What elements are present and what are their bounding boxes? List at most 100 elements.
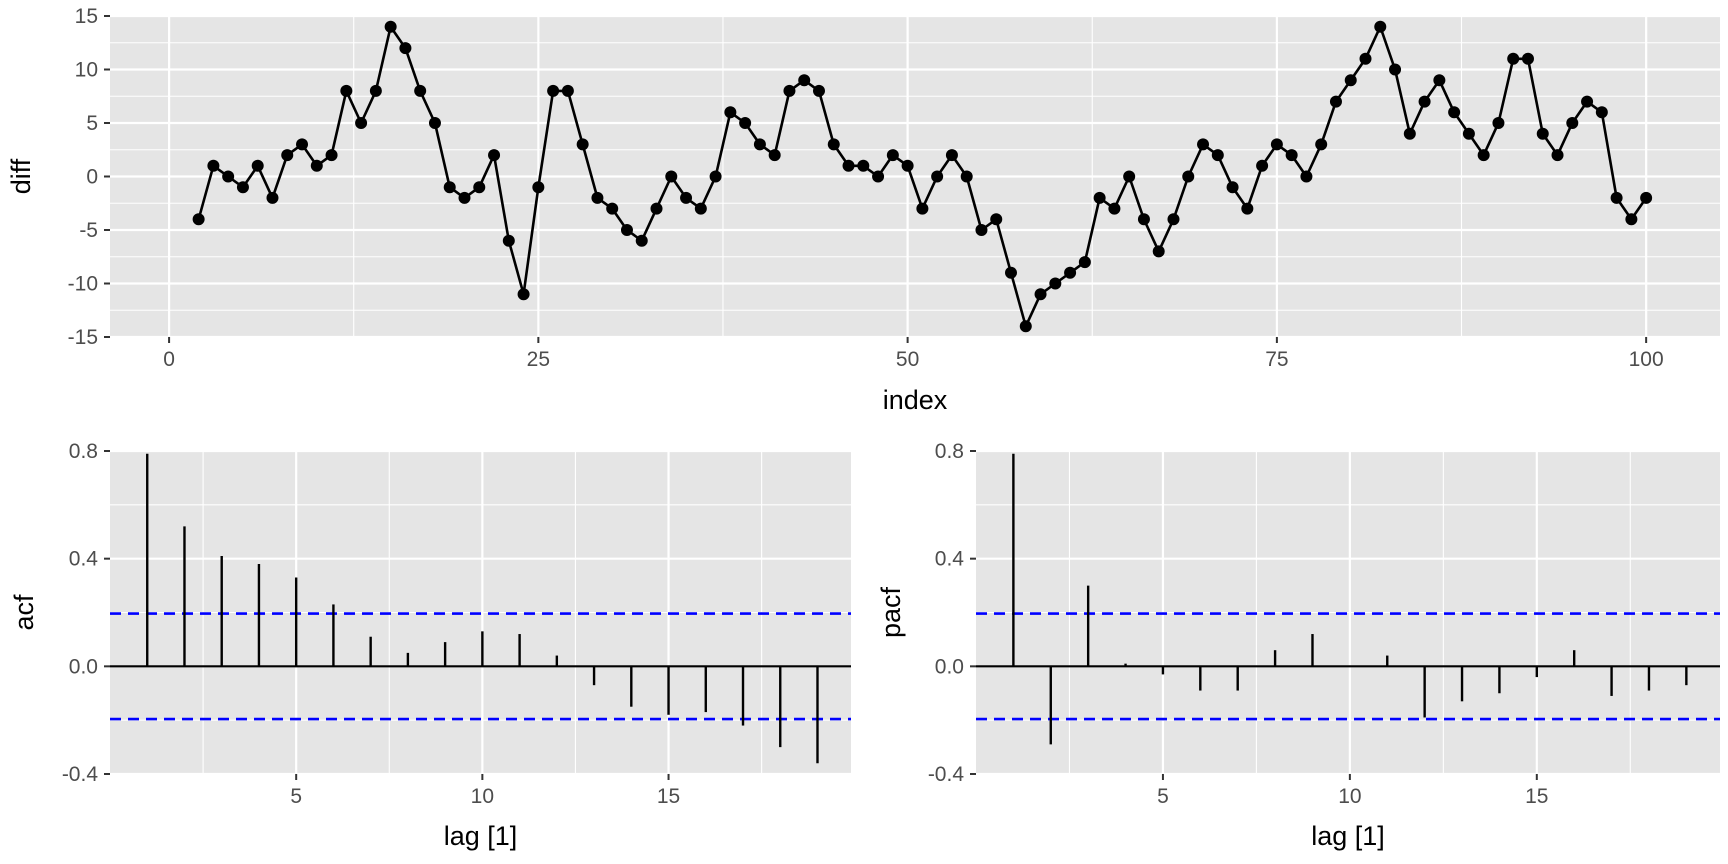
data-point: [606, 202, 619, 215]
data-point: [532, 181, 545, 194]
y-tick-label: 0.4: [69, 548, 99, 571]
data-point: [1536, 127, 1549, 140]
data-point: [1182, 170, 1195, 183]
x-tick-label: 15: [657, 785, 680, 808]
y-tick-label: -0.4: [928, 763, 965, 786]
y-tick-label: 0.0: [935, 655, 964, 678]
data-point: [1374, 20, 1387, 33]
y-axis-title: diff: [6, 158, 36, 194]
data-point: [842, 159, 855, 172]
data-point: [1581, 95, 1594, 108]
data-point: [1359, 52, 1372, 65]
x-axis-title: lag [1]: [444, 821, 518, 851]
data-point: [768, 149, 781, 162]
acf-chart: 5 10 15 -0.4 0.0 0.4 0.8 lag [1] acf: [9, 440, 851, 851]
y-tick-label: 15: [75, 5, 98, 28]
data-point: [886, 149, 899, 162]
diff-line-chart: 0 25 50 75 100 -15 -10 -5 0 5 10 15 index diff: [6, 5, 1720, 415]
data-point: [1625, 213, 1638, 226]
data-point: [1329, 95, 1342, 108]
data-point: [1211, 149, 1224, 162]
data-point: [1137, 213, 1150, 226]
y-tick-label: -5: [79, 219, 98, 242]
data-point: [753, 138, 766, 151]
x-tick-label: 25: [527, 348, 550, 371]
data-point: [1610, 191, 1623, 204]
y-axis-title: pacf: [876, 586, 906, 638]
data-point: [1418, 95, 1431, 108]
data-point: [709, 170, 722, 183]
data-point: [266, 191, 279, 204]
data-point: [576, 138, 589, 151]
data-point: [1078, 256, 1091, 269]
data-point: [798, 74, 811, 87]
data-point: [1315, 138, 1328, 151]
data-point: [650, 202, 663, 215]
y-tick-label: -10: [68, 273, 98, 296]
data-point: [1005, 266, 1018, 279]
data-point: [399, 42, 412, 55]
data-point: [236, 181, 249, 194]
data-point: [1389, 63, 1402, 76]
x-tick-label: 10: [1338, 785, 1361, 808]
data-point: [1049, 277, 1062, 290]
data-point: [296, 138, 309, 151]
y-tick-label: 5: [86, 112, 98, 135]
data-point: [872, 170, 885, 183]
data-point: [517, 288, 530, 301]
data-point: [1595, 106, 1608, 119]
data-point: [901, 159, 914, 172]
x-tick-label: 75: [1265, 348, 1288, 371]
data-point: [812, 84, 825, 97]
data-point: [1167, 213, 1180, 226]
data-point: [1640, 191, 1653, 204]
data-point: [620, 224, 633, 236]
data-point: [1034, 288, 1047, 301]
data-point: [739, 117, 752, 129]
x-tick-label: 5: [290, 785, 302, 808]
data-point: [1403, 127, 1416, 140]
data-point: [1448, 106, 1461, 119]
data-point: [192, 213, 205, 226]
data-point: [931, 170, 944, 183]
pacf-chart: 5 10 15 -0.4 0.0 0.4 0.8 lag [1] pacf: [876, 440, 1720, 851]
data-point: [945, 149, 958, 162]
y-tick-label: 0.4: [935, 548, 965, 571]
y-tick-label: 0.8: [69, 440, 98, 463]
data-point: [458, 191, 471, 204]
x-tick-label: 15: [1525, 785, 1548, 808]
data-point: [1344, 74, 1357, 87]
x-tick-label: 10: [471, 785, 494, 808]
data-point: [680, 191, 693, 204]
y-tick-label: 0: [86, 166, 98, 189]
y-tick-label: 0.8: [935, 440, 964, 463]
data-point: [1433, 74, 1446, 87]
data-point: [222, 170, 235, 183]
data-point: [827, 138, 840, 151]
data-point: [325, 149, 338, 162]
y-tick-label: 0.0: [69, 655, 98, 678]
y-tick-label: -15: [68, 326, 98, 349]
data-point: [724, 106, 737, 119]
data-point: [251, 159, 264, 172]
data-point: [561, 84, 574, 97]
data-point: [1300, 170, 1313, 183]
x-tick-label: 100: [1629, 348, 1664, 371]
data-point: [310, 159, 323, 172]
x-axis-title: lag [1]: [1311, 821, 1385, 851]
data-point: [1019, 320, 1032, 333]
data-point: [694, 202, 707, 215]
data-point: [1152, 245, 1165, 258]
data-point: [783, 84, 796, 97]
data-point: [857, 159, 870, 172]
data-point: [635, 234, 648, 247]
data-point: [665, 170, 678, 183]
data-point: [1123, 170, 1136, 183]
data-point: [1256, 159, 1269, 172]
x-tick-label: 0: [163, 348, 175, 371]
y-axis-title: acf: [9, 594, 39, 631]
data-point: [355, 117, 368, 129]
data-point: [547, 84, 560, 97]
x-tick-label: 50: [896, 348, 919, 371]
